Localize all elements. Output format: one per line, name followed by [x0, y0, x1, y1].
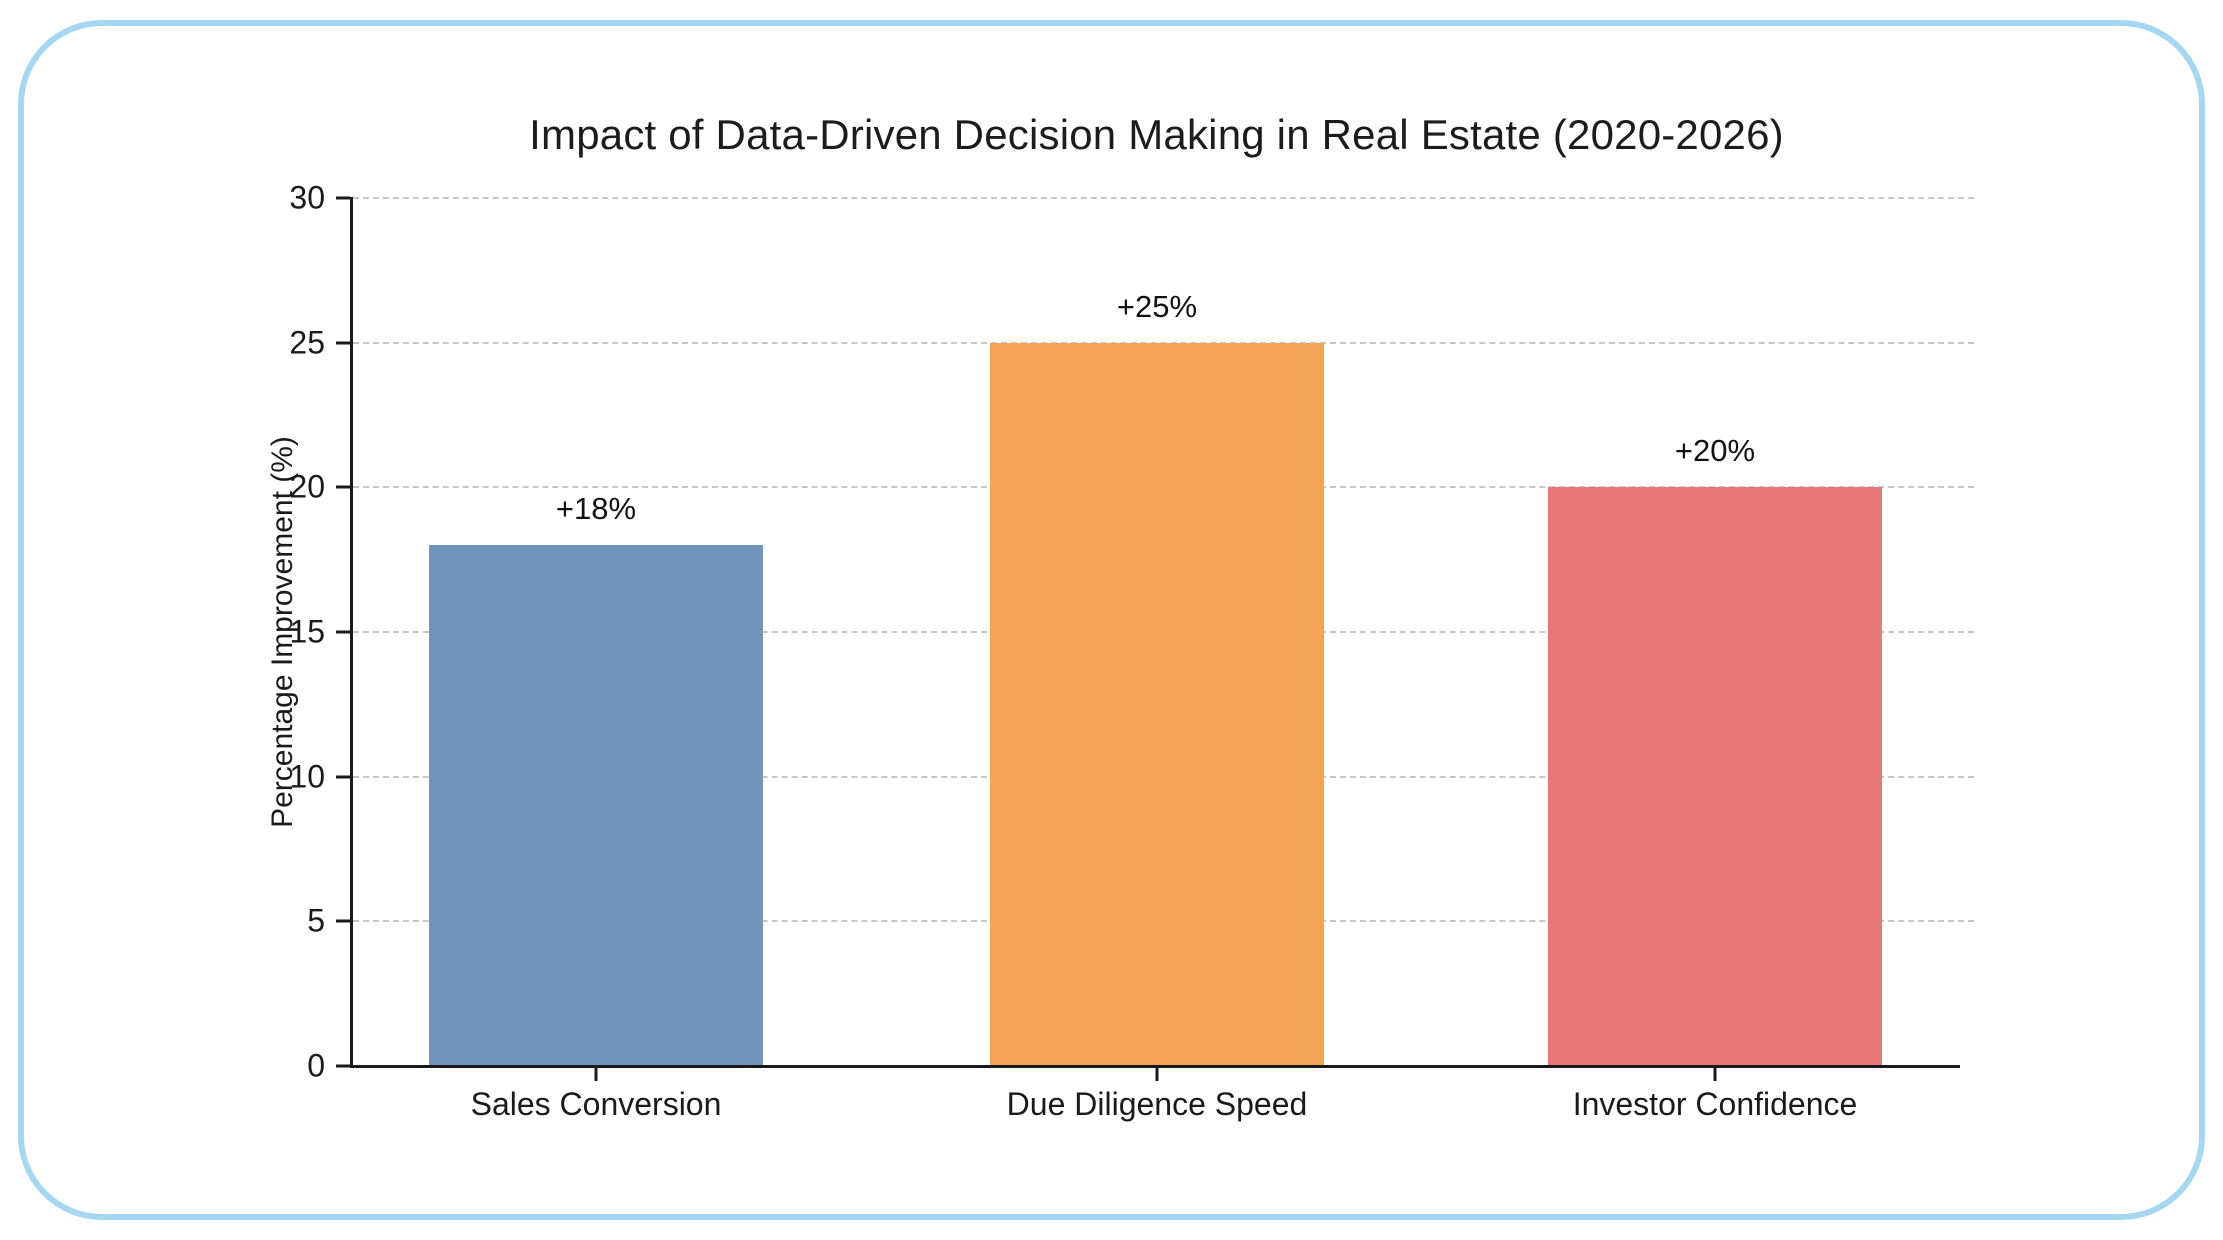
y-tick-label-0: 0 [307, 1047, 325, 1084]
y-axis-line [350, 197, 353, 1067]
y-tick-mark-0 [336, 1064, 350, 1068]
chart-title: Impact of Data-Driven Decision Making in… [529, 111, 1784, 158]
y-tick-label-25: 25 [289, 324, 325, 361]
x-category-label-due-diligence-speed: Due Diligence Speed [1006, 1086, 1308, 1122]
bar-value-label-due-diligence-speed: +25% [1116, 288, 1198, 324]
bar-due-diligence-speed [990, 342, 1324, 1066]
x-tick-mark-investor-confidence [1713, 1067, 1717, 1081]
y-tick-mark-20 [336, 485, 350, 489]
x-axis-line [350, 1065, 1960, 1068]
gridline-25 [353, 341, 1974, 344]
bar-value-label-investor-confidence: +20% [1674, 433, 1756, 469]
y-tick-label-20: 20 [289, 468, 325, 505]
gridline-30 [353, 197, 1974, 199]
y-tick-label-5: 5 [307, 902, 325, 939]
x-category-label-sales-conversion: Sales Conversion [470, 1086, 722, 1122]
y-tick-mark-5 [336, 919, 350, 923]
x-tick-mark-due-diligence-speed [1155, 1067, 1159, 1081]
x-category-label-investor-confidence: Investor Confidence [1572, 1086, 1858, 1122]
y-tick-label-15: 15 [289, 613, 325, 650]
y-tick-mark-25 [336, 341, 350, 345]
plot-area: +18% +25% +20% 0 5 10 15 20 25 30 Sales Conversi… [289, 180, 1974, 1122]
y-tick-mark-30 [336, 196, 350, 200]
y-tick-mark-15 [336, 630, 350, 634]
bar-sales-conversion [429, 545, 763, 1066]
bar-investor-confidence [1548, 487, 1882, 1066]
bar-value-label-sales-conversion: +18% [555, 491, 637, 527]
y-tick-label-10: 10 [289, 758, 325, 795]
y-tick-mark-10 [336, 775, 350, 779]
y-tick-label-30: 30 [289, 179, 325, 216]
x-tick-mark-sales-conversion [594, 1067, 598, 1081]
